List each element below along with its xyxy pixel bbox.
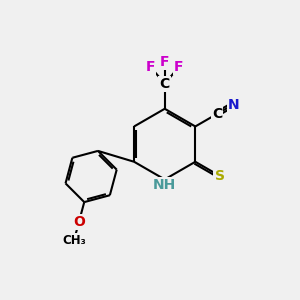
Text: C: C [160, 77, 170, 91]
Text: C: C [212, 107, 222, 121]
Text: F: F [160, 55, 169, 69]
Text: CH₃: CH₃ [62, 234, 86, 247]
Text: F: F [174, 60, 184, 74]
Text: NH: NH [153, 178, 176, 192]
Text: N: N [228, 98, 240, 112]
Text: F: F [146, 60, 155, 74]
Text: O: O [73, 215, 85, 229]
Text: S: S [214, 169, 224, 183]
